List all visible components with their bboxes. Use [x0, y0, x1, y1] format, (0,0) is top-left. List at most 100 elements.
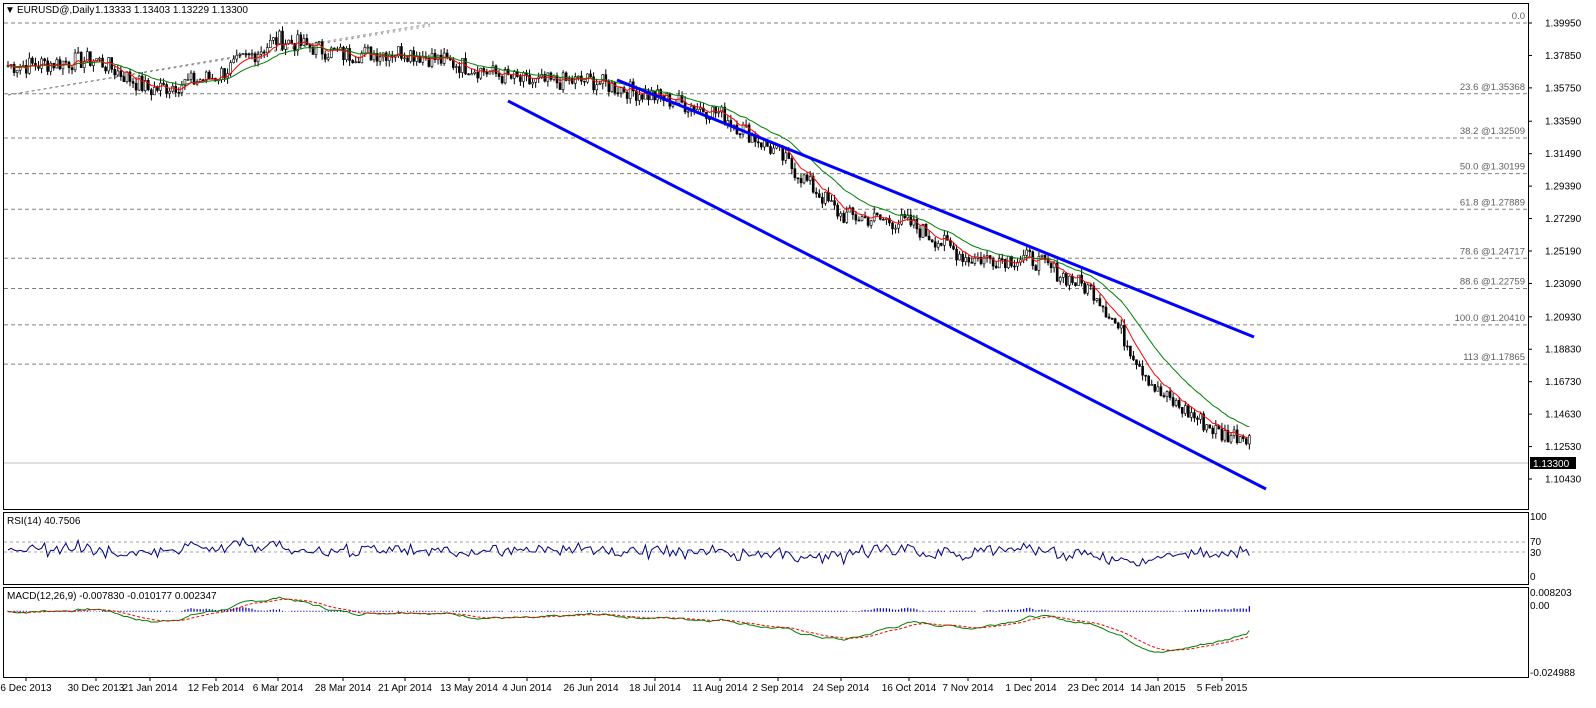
candle-body	[345, 48, 348, 60]
candle-body	[363, 47, 367, 54]
candle-body	[427, 57, 431, 67]
candle-body	[821, 197, 824, 204]
candle-body	[955, 248, 958, 261]
time-tick-label: 30 Dec 2013	[68, 683, 125, 694]
candle-body	[49, 63, 53, 72]
candle-body	[1052, 262, 1056, 269]
main-pane-border	[3, 3, 1529, 510]
candle-body	[817, 193, 821, 198]
candle-body	[1062, 273, 1065, 278]
candle-body	[1132, 355, 1135, 361]
candle-body	[494, 65, 498, 74]
rsi-tick-100: 100	[1530, 512, 1547, 523]
candle-body	[378, 56, 382, 62]
candle-body	[314, 42, 318, 55]
candle-body	[116, 70, 120, 76]
candle-body	[275, 37, 278, 45]
macd-main-line	[7, 596, 1250, 653]
candle-body	[997, 258, 1001, 269]
candle-body	[461, 58, 464, 73]
time-tick-label: 2 Sep 2014	[752, 683, 804, 694]
candle-body	[1116, 322, 1120, 329]
candle-body	[381, 52, 385, 58]
candle-body	[848, 207, 852, 213]
candle-body	[150, 89, 153, 96]
candle-body	[1107, 316, 1111, 319]
candle-body	[1153, 384, 1157, 392]
candle-body	[189, 72, 193, 80]
rsi-label: RSI(14) 40.7506	[7, 516, 81, 527]
candle-body	[467, 73, 470, 76]
candle-body	[128, 71, 132, 82]
fib-level-label: 78.6 @1.24717	[1460, 246, 1525, 257]
header-arrow-icon[interactable]: ▼	[5, 5, 15, 16]
moving-average-slow	[7, 46, 1250, 428]
price-tick-label: 1.16730	[1545, 377, 1582, 388]
candle-body	[403, 57, 406, 60]
candle-body	[686, 110, 690, 113]
candle-body	[229, 62, 232, 74]
candle-body	[125, 71, 129, 82]
candle-body	[961, 253, 964, 263]
fibonacci-levels: 0.0 23.6 @1.35368 38.2 @1.32509 50.0 @1.301…	[4, 11, 1528, 365]
current-price-label: 1.13300	[1533, 459, 1570, 470]
candle-body	[628, 81, 632, 99]
candle-body	[830, 200, 833, 202]
candle-body	[500, 76, 504, 84]
candle-body	[939, 243, 943, 246]
candle-body	[1065, 273, 1068, 286]
candle-body	[278, 30, 281, 45]
candle-body	[1214, 425, 1218, 435]
candle-body	[265, 47, 269, 54]
candle-body	[824, 191, 827, 204]
candle-body	[866, 216, 870, 226]
price-tick-label: 1.18830	[1545, 345, 1582, 356]
candle-body	[1010, 256, 1013, 267]
candle-body	[607, 81, 611, 92]
candle-body	[973, 257, 977, 264]
candle-body	[305, 38, 309, 45]
candle-body	[1245, 438, 1248, 445]
channel-lower-line[interactable]	[507, 99, 1267, 491]
candle-body	[113, 68, 117, 76]
candle-body	[503, 68, 507, 84]
rsi-line	[7, 536, 1250, 567]
candle-body	[854, 214, 858, 221]
candle-body	[1055, 262, 1059, 282]
symbol-label: EURUSD@,Daily	[17, 5, 94, 16]
ohlc-label: 1.13333 1.13403 1.13229 1.13300	[95, 5, 248, 16]
candle-body	[357, 61, 361, 64]
candle-body	[458, 66, 461, 73]
channel-upper-line[interactable]	[616, 78, 1255, 339]
price-tick-label: 1.39950	[1545, 19, 1582, 30]
candle-body	[967, 257, 971, 263]
candle-body	[12, 64, 16, 73]
candle-body	[1159, 386, 1163, 396]
candle-body	[622, 87, 626, 93]
candle-body	[528, 74, 531, 85]
price-tick-label: 1.14630	[1545, 410, 1582, 421]
candle-body	[1211, 427, 1215, 435]
candle-body	[317, 41, 321, 44]
candle-body	[1226, 430, 1230, 443]
time-tick-label: 11 Aug 2014	[692, 683, 748, 694]
candle-body	[796, 177, 800, 180]
candle-body	[595, 84, 598, 91]
candle-body	[137, 75, 141, 91]
time-tick-label: 13 May 2014	[440, 683, 498, 694]
candle-body	[988, 255, 992, 260]
candle-body	[894, 227, 897, 230]
candle-body	[958, 253, 961, 261]
candle-body	[1220, 428, 1224, 441]
candle-body	[153, 87, 156, 96]
fib-level-label: 100.0 @1.20410	[1455, 313, 1525, 324]
candle-body	[250, 53, 254, 56]
candle-body	[140, 75, 144, 91]
candle-body	[1101, 305, 1105, 308]
candle-body	[232, 58, 235, 63]
candle-body	[186, 79, 190, 81]
fib-trend-line[interactable]	[7, 23, 431, 96]
candle-body	[851, 207, 855, 215]
time-tick-label: 16 Oct 2014	[882, 683, 937, 694]
